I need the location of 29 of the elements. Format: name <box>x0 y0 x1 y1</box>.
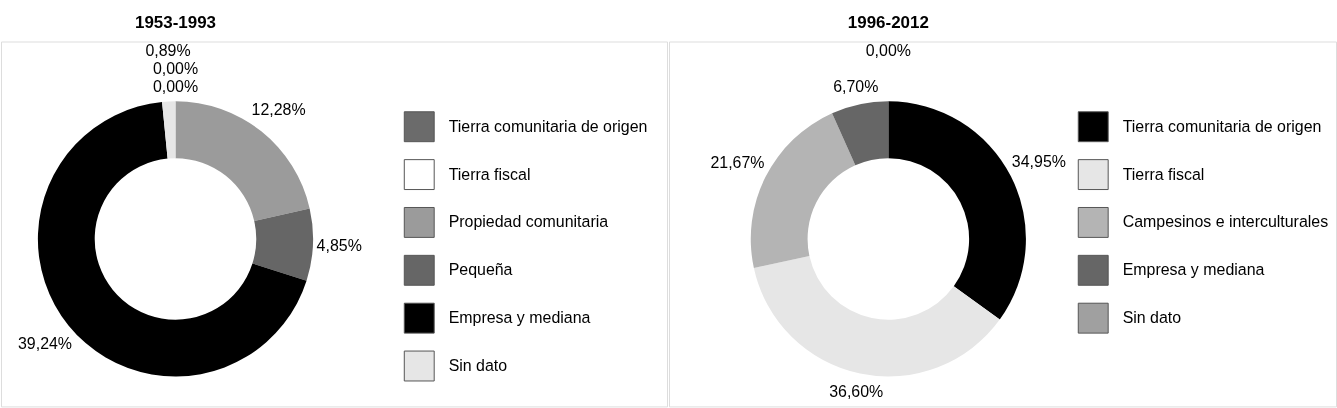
legend-label: Tierra fiscal <box>1122 165 1205 183</box>
data-label: 21,67% <box>710 153 765 171</box>
donut-slice <box>252 208 314 281</box>
text: 0,00% <box>152 60 199 78</box>
data-label: 39,24% <box>17 335 73 353</box>
donut-slice <box>175 101 310 222</box>
data-label: 4,85% <box>316 236 362 254</box>
data-label: 6,70% <box>833 77 879 95</box>
legend-label: Propiedad comunitaria <box>448 213 609 231</box>
donut-slice <box>832 101 889 166</box>
text: 0,00% <box>865 42 911 60</box>
legend-label: Empresa y mediana <box>448 309 591 327</box>
legend-label: Tierra comunitaria de origen <box>1122 117 1322 135</box>
legend-label: Pequeña <box>448 261 513 279</box>
legend-label: Empresa y mediana <box>1122 261 1265 279</box>
legend-label: Tierra fiscal <box>448 165 531 183</box>
data-label: 34,95% <box>1011 153 1066 171</box>
text: 0,00% <box>152 78 199 96</box>
chart-title: 1953-1993 <box>134 12 216 32</box>
donut-slice <box>162 101 176 159</box>
chart-title: 1996-2012 <box>847 12 929 32</box>
legend-label: Tierra comunitaria de origen <box>448 117 648 135</box>
legend-label: Sin dato <box>448 357 508 374</box>
data-label: 0,89% <box>145 41 191 59</box>
legend-label: Campesinos e interculturales <box>1122 213 1329 231</box>
data-label: 36,60% <box>829 383 884 401</box>
legend-label: Sin dato <box>1122 309 1182 327</box>
data-label: 12,28% <box>251 100 306 118</box>
donut-slice <box>753 255 1000 377</box>
